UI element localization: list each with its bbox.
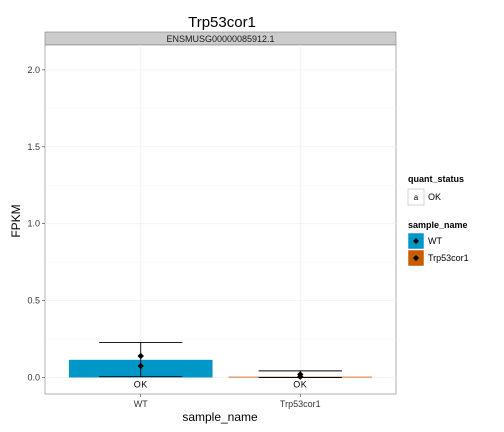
- y-tick-label: 1.0: [27, 219, 40, 229]
- legend-key-glyph: a: [414, 193, 419, 202]
- data-point: [137, 352, 144, 360]
- legend-quant-status: quant_status a OK: [407, 174, 464, 206]
- x-axis-title: sample_name: [182, 410, 258, 424]
- bar-label: OK: [293, 380, 307, 390]
- y-axis-title: FPKM: [9, 204, 23, 237]
- bars: OK OK: [68, 341, 373, 390]
- grid: [45, 45, 396, 394]
- legend-label: WT: [428, 236, 442, 246]
- y-tick-label: 2.0: [27, 65, 40, 75]
- x-tick-label: Trp53cor1: [280, 399, 321, 409]
- y-tick-label: 0.5: [27, 296, 40, 306]
- data-point: [137, 362, 144, 370]
- y-axis: 0.0 0.5 1.0 1.5 2.0: [27, 65, 45, 383]
- chart-title: Trp53cor1: [188, 14, 256, 31]
- plot-panel: [44, 44, 397, 395]
- data-point: [297, 373, 304, 380]
- legend-key-point: [413, 238, 419, 244]
- y-tick-label: 1.5: [27, 142, 40, 152]
- bar-label: OK: [134, 380, 148, 390]
- legend-key-point: [413, 255, 419, 261]
- legend-label-ok: OK: [428, 192, 441, 202]
- x-tick-label: WT: [134, 399, 148, 409]
- legend-title-quant-status: quant_status: [408, 174, 464, 184]
- y-tick-label: 0.0: [27, 373, 40, 383]
- facet-label: ENSMUSG00000085912.1: [166, 34, 274, 44]
- x-axis: WT Trp53cor1: [134, 394, 321, 409]
- legend-title-sample-name: sample_name: [408, 220, 468, 230]
- legend-key-quant-status: [407, 188, 425, 206]
- legend-sample-name: sample_name WT Trp53cor1: [407, 220, 469, 267]
- legend-label: Trp53cor1: [428, 253, 469, 263]
